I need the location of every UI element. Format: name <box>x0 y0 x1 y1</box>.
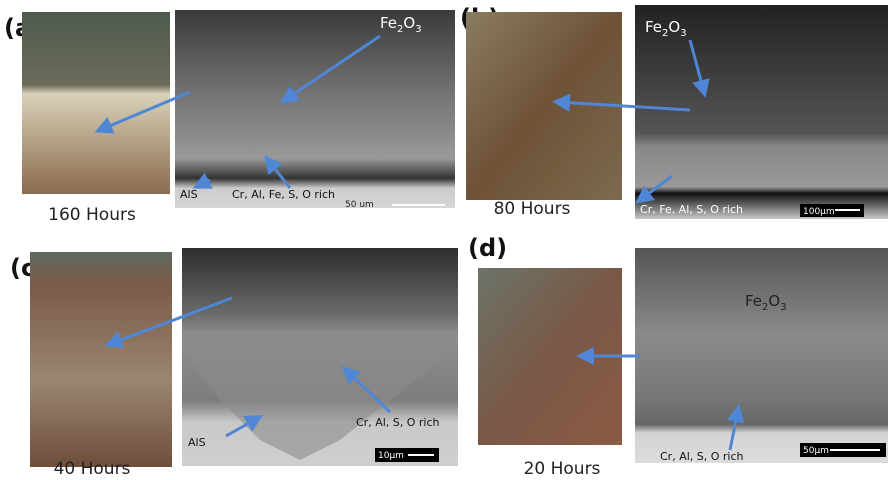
micrograph <box>175 10 455 208</box>
scale-bar-label: 100μm <box>803 207 835 217</box>
sub: 3 <box>780 302 786 313</box>
el: O <box>768 292 780 310</box>
panel-label: (d) <box>468 234 507 262</box>
sub: 3 <box>680 28 686 39</box>
annotation: AlS <box>188 436 206 449</box>
caption: 160 Hours <box>48 205 136 225</box>
sub: 3 <box>415 24 421 35</box>
scale-bar-label: 10μm <box>378 451 404 461</box>
figure: (a) 160 Hours Fe2O3 AlS Cr, Al, Fe, S, O… <box>0 0 888 480</box>
annotation: Cr, Al, S, O rich <box>660 450 744 463</box>
annotation: Cr, Al, S, O rich <box>356 416 440 429</box>
el: O <box>668 18 680 36</box>
el: Fe <box>645 18 662 36</box>
scale-bar-label: 50μm <box>803 446 829 456</box>
caption: 80 Hours <box>494 199 571 219</box>
annotation: AlS <box>180 188 198 201</box>
el: Fe <box>380 14 397 32</box>
caption: 40 Hours <box>54 459 131 479</box>
micrograph <box>635 248 888 463</box>
sample-photo <box>22 12 170 194</box>
annotation: Cr, Al, Fe, S, O rich <box>232 188 335 201</box>
micrograph <box>635 5 888 219</box>
el: Fe <box>745 292 762 310</box>
scale-bar-label: 50 um <box>345 200 374 210</box>
caption: 20 Hours <box>524 459 601 479</box>
sample-photo <box>466 12 622 200</box>
sample-photo <box>30 252 172 467</box>
annotation: Cr, Fe, Al, S, O rich <box>640 203 743 216</box>
el: O <box>403 14 415 32</box>
